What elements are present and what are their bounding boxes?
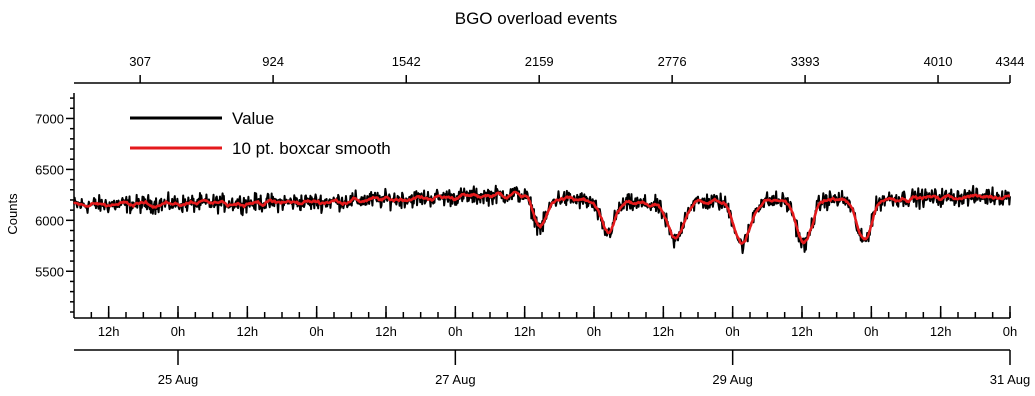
hour-tick-label: 0h [725,324,739,339]
date-tick-label: 25 Aug [158,372,199,387]
series-value-line [73,184,1011,255]
hour-tick-label: 0h [171,324,185,339]
hour-axis-ticks: 12h 0h 12h 0h 12h 0h 12h 0h 12h 0h 12h 0h 12h 0h [73,306,1017,339]
top-tick-label: 2159 [525,54,554,69]
legend: Value 10 pt. boxcar smooth [130,109,391,158]
top-tick-label: 307 [129,54,151,69]
y-tick-label: 6500 [35,162,64,177]
top-tick-label: 2776 [658,54,687,69]
top-tick-label: 1542 [392,54,421,69]
hour-tick-label: 12h [98,324,120,339]
hour-tick-label: 12h [514,324,536,339]
hour-tick-label: 12h [375,324,397,339]
hour-tick-label: 12h [791,324,813,339]
top-axis-ticks: 307 924 1542 2159 2776 3393 4010 4344 [129,54,1024,83]
legend-value-label: Value [232,109,274,128]
legend-smooth-label: 10 pt. boxcar smooth [232,139,391,158]
date-tick-label: 27 Aug [435,372,476,387]
y-tick-label: 6000 [35,213,64,228]
top-tick-label: 4010 [924,54,953,69]
series-smooth-line [72,190,1011,245]
top-tick-label: 4344 [996,54,1025,69]
hour-tick-label: 0h [309,324,323,339]
date-tick-label: 29 Aug [712,372,753,387]
top-tick-label: 3393 [791,54,820,69]
hour-tick-label: 12h [236,324,258,339]
y-tick-label: 7000 [35,111,64,126]
chart-title: BGO overload events [455,9,618,28]
hour-tick-label: 12h [930,324,952,339]
hour-tick-label: 0h [587,324,601,339]
hour-tick-label: 12h [652,324,674,339]
y-axis-label: Counts [5,193,20,235]
y-axis-ticks: 5500 6000 6500 7000 [35,97,74,313]
hour-tick-label: 0h [1003,324,1017,339]
hour-tick-label: 0h [448,324,462,339]
date-axis-ticks: 25 Aug 27 Aug 29 Aug 31 Aug [158,350,1031,387]
hour-tick-label: 0h [864,324,878,339]
date-tick-label: 31 Aug [990,372,1031,387]
plot-area [72,184,1011,255]
top-tick-label: 924 [262,54,284,69]
y-tick-label: 5500 [35,264,64,279]
